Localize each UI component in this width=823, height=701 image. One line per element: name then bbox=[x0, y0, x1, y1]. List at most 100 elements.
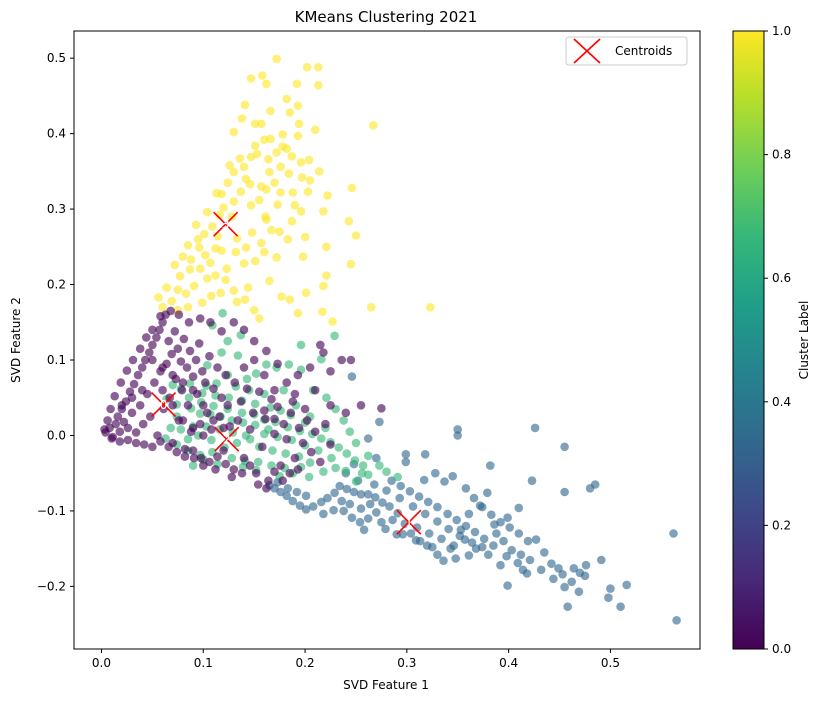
centroid-label: 0 bbox=[160, 398, 168, 412]
scatter-point bbox=[305, 176, 315, 185]
scatter-point bbox=[560, 582, 569, 592]
scatter-point bbox=[315, 167, 324, 176]
scatter-point bbox=[306, 447, 316, 457]
y-tick-label: −0.2 bbox=[37, 579, 66, 593]
scatter-point bbox=[547, 559, 556, 568]
scatter-point bbox=[431, 468, 440, 478]
scatter-point bbox=[142, 333, 151, 342]
scatter-point bbox=[331, 463, 340, 473]
scatter-point bbox=[164, 442, 173, 452]
scatter-point bbox=[229, 197, 239, 206]
scatter-point bbox=[293, 101, 303, 110]
scatter-point bbox=[158, 363, 167, 372]
scatter-point bbox=[207, 435, 216, 445]
scatter-point bbox=[148, 325, 157, 335]
scatter-point bbox=[221, 275, 230, 285]
scatter-point bbox=[217, 393, 226, 403]
scatter-point bbox=[449, 541, 459, 550]
scatter-point bbox=[230, 378, 240, 387]
scatter-point bbox=[270, 414, 279, 424]
scatter-point bbox=[401, 450, 411, 459]
scatter-point bbox=[502, 551, 511, 561]
scatter-point bbox=[317, 434, 326, 443]
scatter-point bbox=[420, 509, 430, 519]
scatter-point bbox=[206, 318, 215, 327]
scatter-point bbox=[249, 336, 259, 346]
scatter-point bbox=[258, 71, 267, 80]
scatter-point bbox=[285, 108, 295, 117]
scatter-point bbox=[272, 148, 281, 157]
scatter-point bbox=[253, 457, 263, 467]
scatter-point bbox=[337, 355, 347, 365]
scatter-point bbox=[378, 498, 387, 507]
scatter-point bbox=[288, 496, 298, 506]
scatter-point bbox=[527, 476, 537, 486]
scatter-point bbox=[262, 215, 271, 224]
scatter-point bbox=[278, 476, 288, 486]
scatter-point bbox=[672, 616, 681, 625]
scatter-point bbox=[347, 372, 357, 381]
scatter-point bbox=[181, 289, 191, 298]
scatter-point bbox=[322, 242, 331, 252]
scatter-point bbox=[227, 212, 237, 221]
scatter-point bbox=[167, 296, 176, 306]
scatter-point bbox=[186, 255, 196, 264]
scatter-point bbox=[540, 548, 549, 557]
scatter-point bbox=[382, 467, 391, 477]
scatter-point bbox=[297, 173, 307, 182]
scatter-point bbox=[137, 385, 147, 395]
scatter-point bbox=[128, 355, 138, 365]
scatter-point bbox=[503, 581, 512, 590]
scatter-point bbox=[290, 389, 300, 399]
scatter-point bbox=[221, 459, 230, 469]
scatter-point bbox=[219, 446, 228, 455]
scatter-point bbox=[117, 401, 127, 410]
scatter-point bbox=[464, 551, 474, 560]
scatter-point bbox=[351, 231, 361, 240]
scatter-point bbox=[146, 412, 155, 421]
scatter-point bbox=[188, 385, 198, 395]
scatter-point bbox=[574, 587, 584, 596]
scatter-point bbox=[420, 450, 430, 459]
scatter-point bbox=[283, 235, 293, 244]
scatter-point bbox=[185, 265, 195, 274]
scatter-point bbox=[326, 440, 335, 449]
scatter-point bbox=[148, 442, 157, 452]
scatter-point bbox=[191, 220, 201, 230]
scatter-point bbox=[301, 491, 311, 501]
scatter-point bbox=[296, 340, 306, 350]
scatter-point bbox=[179, 334, 189, 344]
scatter-point bbox=[296, 158, 306, 167]
plot-frame bbox=[73, 30, 701, 650]
scatter-point bbox=[195, 419, 205, 429]
scatter-point bbox=[385, 502, 394, 511]
centroid-marker: 2 bbox=[214, 426, 240, 452]
scatter-point bbox=[129, 379, 139, 389]
scatter-point bbox=[198, 298, 207, 307]
scatter-point bbox=[155, 325, 164, 335]
scatter-point bbox=[203, 207, 212, 217]
scatter-point bbox=[184, 318, 194, 327]
scatter-point bbox=[222, 264, 231, 274]
scatter-point bbox=[260, 406, 269, 415]
scatter-point bbox=[330, 331, 339, 341]
scatter-point bbox=[195, 314, 205, 323]
scatter-point bbox=[254, 314, 264, 323]
scatter-point bbox=[563, 602, 572, 611]
scatter-point bbox=[241, 431, 251, 440]
x-tick-label: 0.2 bbox=[296, 656, 315, 670]
scatter-point bbox=[300, 232, 310, 242]
scatter-point bbox=[356, 490, 366, 499]
scatter-point bbox=[345, 499, 355, 509]
scatter-point bbox=[314, 81, 323, 90]
scatter-point bbox=[469, 493, 479, 503]
centroid-marker: 1 bbox=[396, 509, 422, 535]
x-axis-label: SVD Feature 1 bbox=[343, 678, 429, 692]
scatter-point bbox=[310, 427, 320, 437]
scatter-point bbox=[411, 536, 421, 545]
scatter-point bbox=[487, 510, 496, 519]
scatter-point bbox=[375, 417, 384, 427]
colorbar-tick-label: 1.0 bbox=[772, 24, 791, 38]
scatter-point bbox=[250, 256, 260, 266]
scatter-point bbox=[453, 431, 463, 440]
